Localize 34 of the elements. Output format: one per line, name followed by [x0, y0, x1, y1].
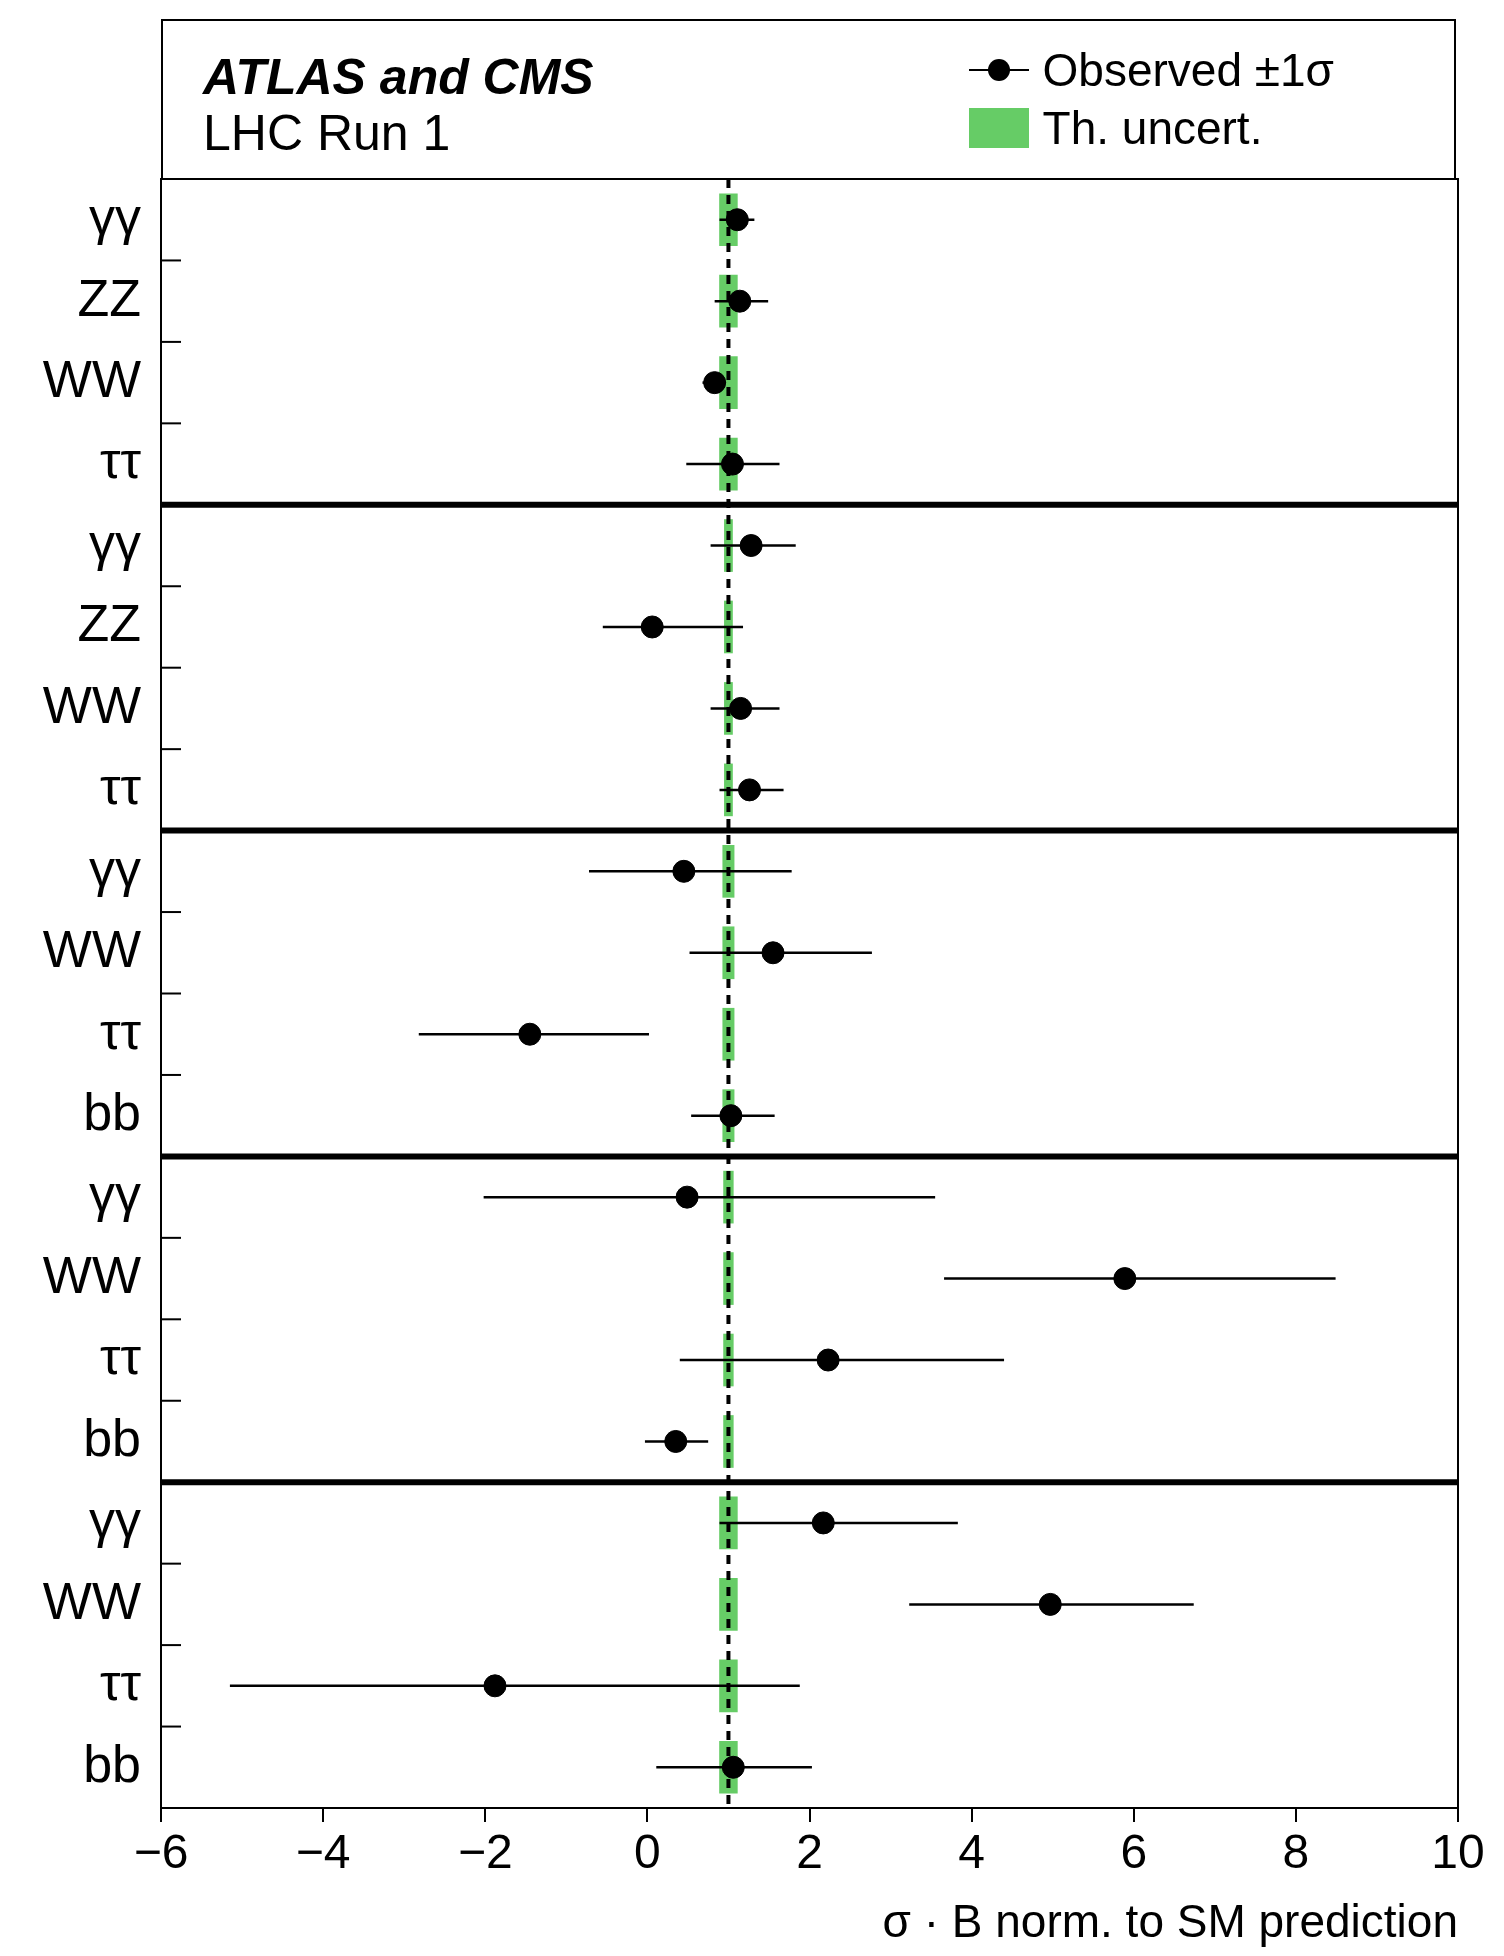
- y-tick-label: ττ: [99, 431, 142, 490]
- x-tick-label: 10: [1431, 1825, 1485, 1879]
- x-tick-label: −2: [457, 1825, 513, 1879]
- y-tick-label: WW: [42, 675, 141, 734]
- y-tick-label: ττ: [99, 757, 142, 816]
- x-tick-label: −4: [295, 1825, 351, 1879]
- x-tick-label: 2: [796, 1825, 823, 1879]
- x-tick-label: 4: [958, 1825, 985, 1879]
- y-tick-label: γγ: [89, 187, 141, 246]
- y-tick-label: γγ: [89, 1164, 141, 1223]
- y-tick-label: WW: [42, 1571, 141, 1630]
- y-tick-label: WW: [42, 349, 141, 408]
- x-axis-title: σ · B norm. to SM prediction: [882, 1895, 1458, 1948]
- x-tick-label: 6: [1120, 1825, 1148, 1879]
- y-tick-label: ZZ: [77, 594, 141, 653]
- y-tick-label: ττ: [99, 1001, 142, 1060]
- y-tick-label: γγ: [89, 1490, 141, 1549]
- y-tick-label: ττ: [99, 1327, 142, 1386]
- y-tick-label: ZZ: [77, 268, 141, 327]
- legend-label: Th. uncert.: [1042, 101, 1263, 156]
- y-tick-label: γγ: [89, 838, 141, 897]
- y-tick-label: bb: [83, 1083, 141, 1142]
- y-tick-label: bb: [83, 1408, 141, 1467]
- y-tick-label: bb: [83, 1734, 141, 1793]
- y-tick-label: γγ: [89, 512, 141, 571]
- chart-title: ATLAS and CMS: [203, 49, 594, 105]
- legend-label: Observed ±1σ: [1042, 43, 1334, 98]
- y-tick-label: WW: [42, 920, 141, 979]
- y-tick-label: ττ: [99, 1653, 142, 1712]
- chart-subtitle: LHC Run 1: [203, 105, 452, 161]
- y-tick-label: WW: [42, 1245, 141, 1304]
- x-tick-label: −6: [133, 1825, 189, 1879]
- x-tick-label: 8: [1282, 1825, 1310, 1879]
- x-tick-label: 0: [634, 1825, 661, 1879]
